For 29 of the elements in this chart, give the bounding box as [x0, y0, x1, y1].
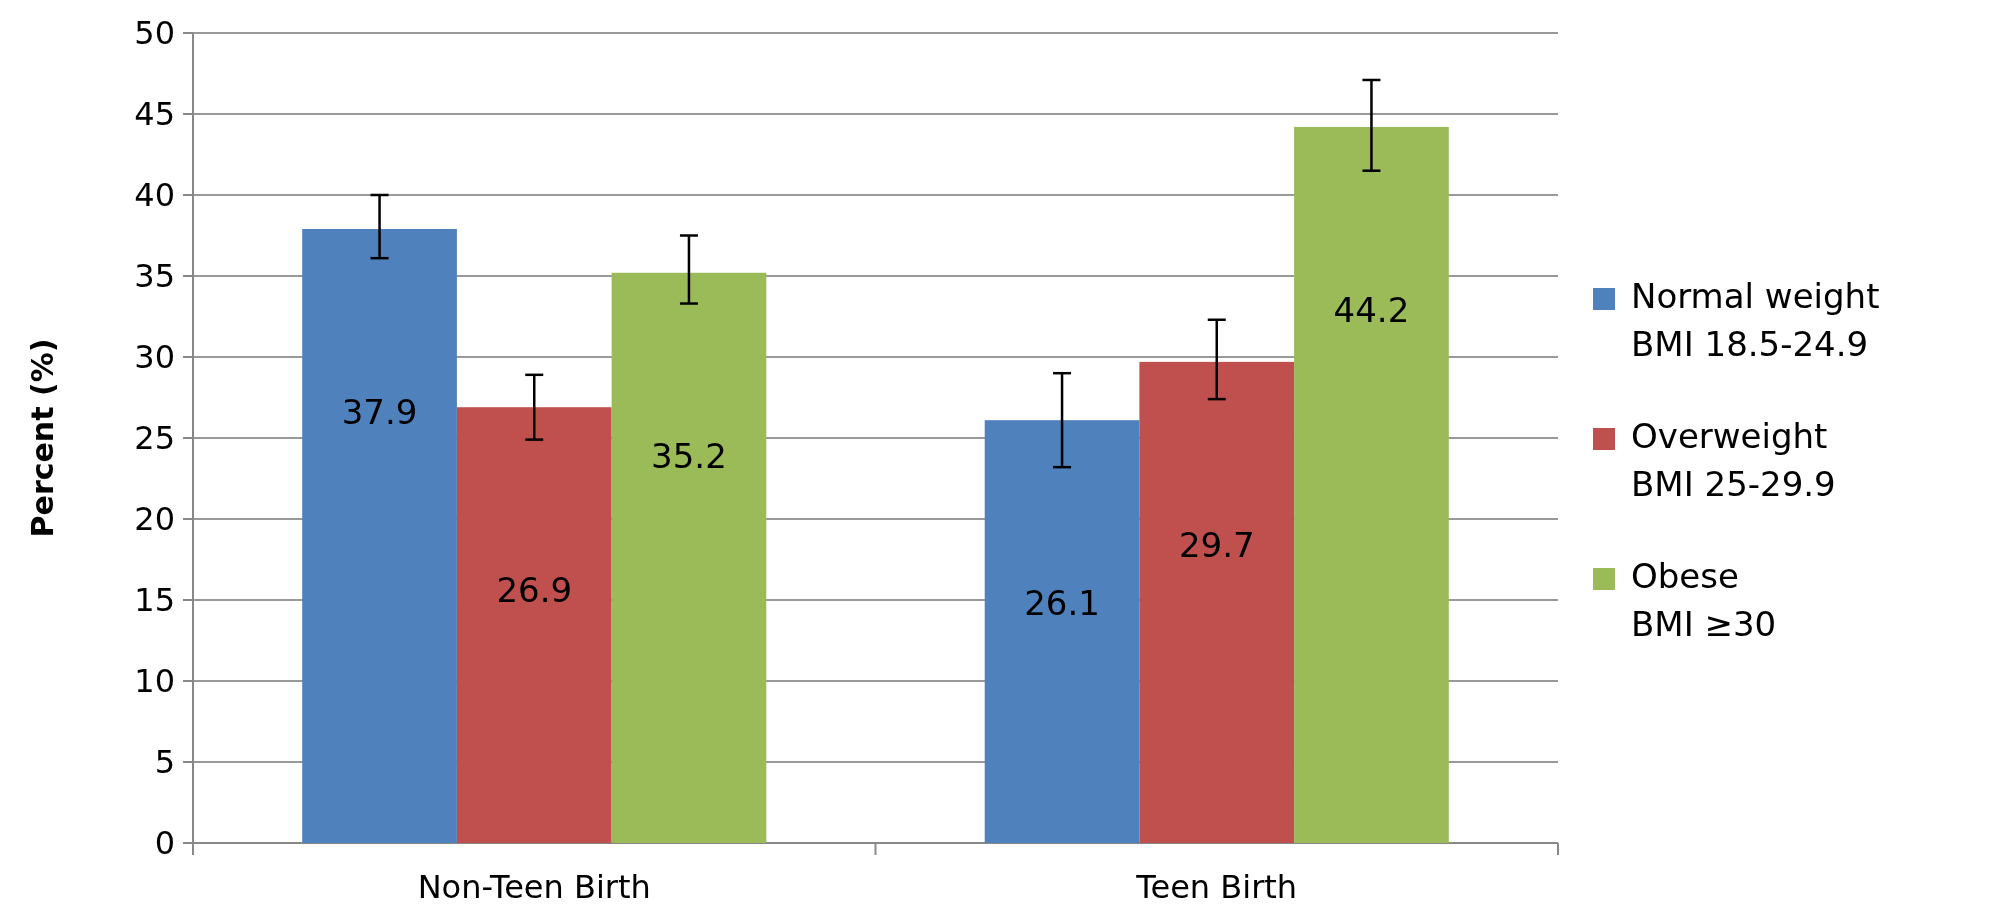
y-tick-label: 5 — [154, 743, 175, 782]
legend-label: Obese BMI ≥30 — [1631, 556, 1777, 644]
legend-label: Normal weight BMI 18.5-24.9 — [1631, 276, 1880, 364]
bar — [456, 407, 612, 843]
y-tick-label: 10 — [134, 662, 175, 701]
y-tick-label: 40 — [134, 176, 175, 215]
data-label: 26.1 — [1024, 583, 1100, 624]
y-tick-label: 30 — [134, 338, 175, 377]
y-tick-label: 0 — [154, 824, 175, 863]
y-tick-label: 50 — [134, 14, 175, 53]
data-label: 35.2 — [651, 435, 727, 476]
y-tick-label: 45 — [134, 95, 175, 134]
y-tick-label: 20 — [134, 500, 175, 539]
y-tick-label: 35 — [134, 257, 175, 296]
bar — [984, 420, 1140, 843]
legend-label: Overweight BMI 25-29.9 — [1631, 416, 1836, 504]
data-label: 37.9 — [341, 392, 418, 433]
x-tick-label: Non-Teen Birth — [417, 868, 651, 906]
y-axis-title: Percent (%) — [25, 338, 60, 538]
data-label: 29.7 — [1178, 524, 1255, 565]
bar — [611, 272, 767, 843]
bar — [1294, 126, 1449, 843]
data-label: 44.2 — [1333, 289, 1410, 330]
bar — [302, 229, 457, 843]
x-tick-label: Teen Birth — [1135, 868, 1298, 906]
bar — [1139, 361, 1295, 843]
y-tick-label: 15 — [134, 581, 175, 620]
y-tick-label: 25 — [134, 419, 175, 458]
data-label: 26.9 — [496, 570, 573, 611]
